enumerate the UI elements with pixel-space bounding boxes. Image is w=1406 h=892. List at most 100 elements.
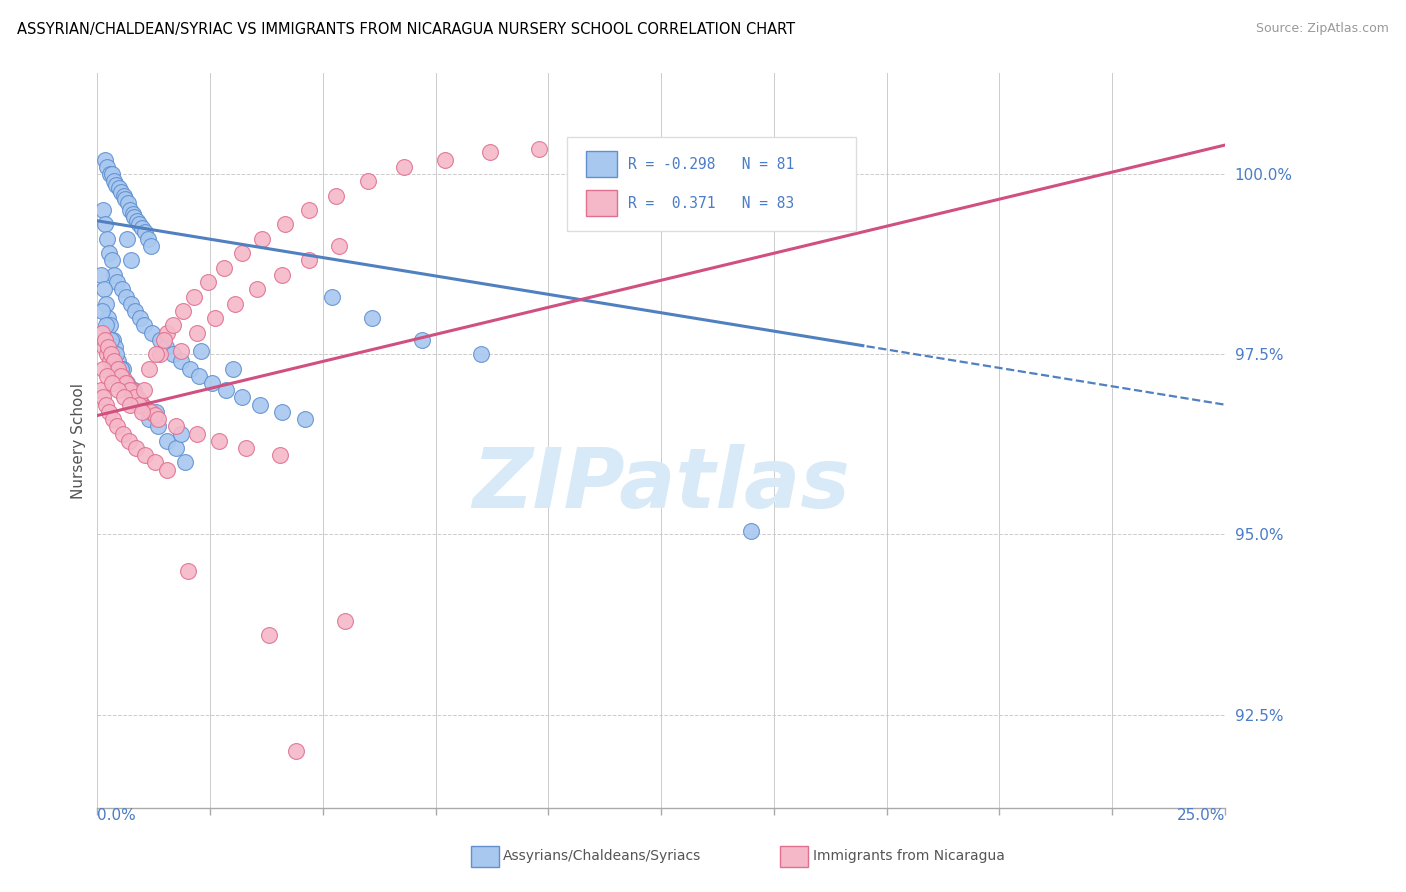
Point (138, 361, 160, 376)
Text: R = -0.298   N = 81: R = -0.298 N = 81 (628, 156, 794, 171)
Point (269, 448, 291, 462)
Point (105, 275, 128, 289)
Point (134, 318, 156, 333)
Point (131, 398, 153, 412)
Point (96, 368, 118, 383)
Point (176, 564, 198, 578)
Point (124, 387, 146, 401)
Point (271, 268, 294, 282)
Point (231, 246, 253, 260)
Point (174, 455, 197, 469)
Text: Source: ZipAtlas.com: Source: ZipAtlas.com (1256, 22, 1389, 36)
Point (118, 379, 141, 393)
Point (105, 347, 128, 361)
Point (172, 304, 194, 318)
Point (128, 218, 150, 232)
Point (117, 195, 139, 210)
Point (112, 372, 135, 386)
Point (111, 361, 134, 376)
Point (433, 153, 456, 167)
Point (115, 376, 138, 390)
Point (111, 282, 134, 296)
Y-axis label: Nursery School: Nursery School (72, 383, 86, 499)
Point (91, 202, 114, 217)
Point (186, 326, 208, 340)
Point (128, 398, 150, 412)
Point (124, 384, 146, 398)
Point (110, 368, 132, 383)
Point (111, 426, 134, 441)
Point (170, 426, 193, 441)
Point (215, 384, 238, 398)
Point (208, 434, 231, 448)
Text: Immigrants from Nicaragua: Immigrants from Nicaragua (813, 849, 1004, 863)
Point (529, 142, 551, 156)
Point (224, 296, 246, 310)
Point (190, 343, 212, 358)
Point (131, 405, 153, 419)
Point (97, 311, 120, 326)
Point (94, 296, 117, 310)
Point (273, 218, 295, 232)
Point (124, 210, 146, 224)
Point (101, 376, 124, 390)
Point (131, 398, 153, 412)
Point (250, 232, 273, 246)
Point (186, 426, 208, 441)
Point (478, 145, 501, 160)
Point (470, 347, 492, 361)
Point (90, 268, 112, 282)
Point (361, 311, 384, 326)
Point (187, 368, 209, 383)
Point (246, 282, 269, 296)
Point (143, 455, 166, 469)
Point (98, 246, 121, 260)
Point (103, 174, 125, 188)
Point (162, 347, 184, 361)
Point (107, 361, 129, 376)
Point (121, 384, 143, 398)
Point (125, 441, 148, 455)
Point (101, 412, 124, 426)
Point (97, 340, 120, 354)
Point (148, 419, 170, 434)
Point (170, 343, 193, 358)
Point (156, 326, 179, 340)
Point (231, 391, 253, 405)
Point (96, 160, 118, 174)
Point (138, 412, 160, 426)
Text: ASSYRIAN/CHALDEAN/SYRIAC VS IMMIGRANTS FROM NICARAGUA NURSERY SCHOOL CORRELATION: ASSYRIAN/CHALDEAN/SYRIAC VS IMMIGRANTS F… (17, 22, 794, 37)
Point (128, 311, 150, 326)
Point (148, 412, 170, 426)
Point (132, 384, 155, 398)
Point (131, 221, 153, 235)
Point (294, 412, 316, 426)
Point (112, 391, 135, 405)
Point (170, 354, 193, 368)
Point (125, 214, 148, 228)
Point (115, 232, 138, 246)
Point (90, 384, 112, 398)
Point (298, 202, 321, 217)
Point (204, 311, 226, 326)
Point (271, 405, 294, 419)
Point (100, 347, 122, 361)
Point (125, 391, 148, 405)
Point (93, 340, 115, 354)
Point (328, 239, 350, 253)
Point (165, 419, 187, 434)
Text: R =  0.371   N = 83: R = 0.371 N = 83 (628, 195, 794, 211)
Point (139, 405, 162, 419)
Point (179, 361, 201, 376)
Point (90, 326, 112, 340)
Point (93, 282, 115, 296)
Point (108, 181, 131, 195)
Point (105, 178, 128, 192)
Point (153, 333, 176, 347)
Point (101, 167, 124, 181)
Point (110, 368, 132, 383)
Point (298, 253, 321, 268)
Point (107, 365, 129, 379)
Point (201, 376, 224, 390)
Text: 25.0%: 25.0% (1177, 808, 1225, 823)
